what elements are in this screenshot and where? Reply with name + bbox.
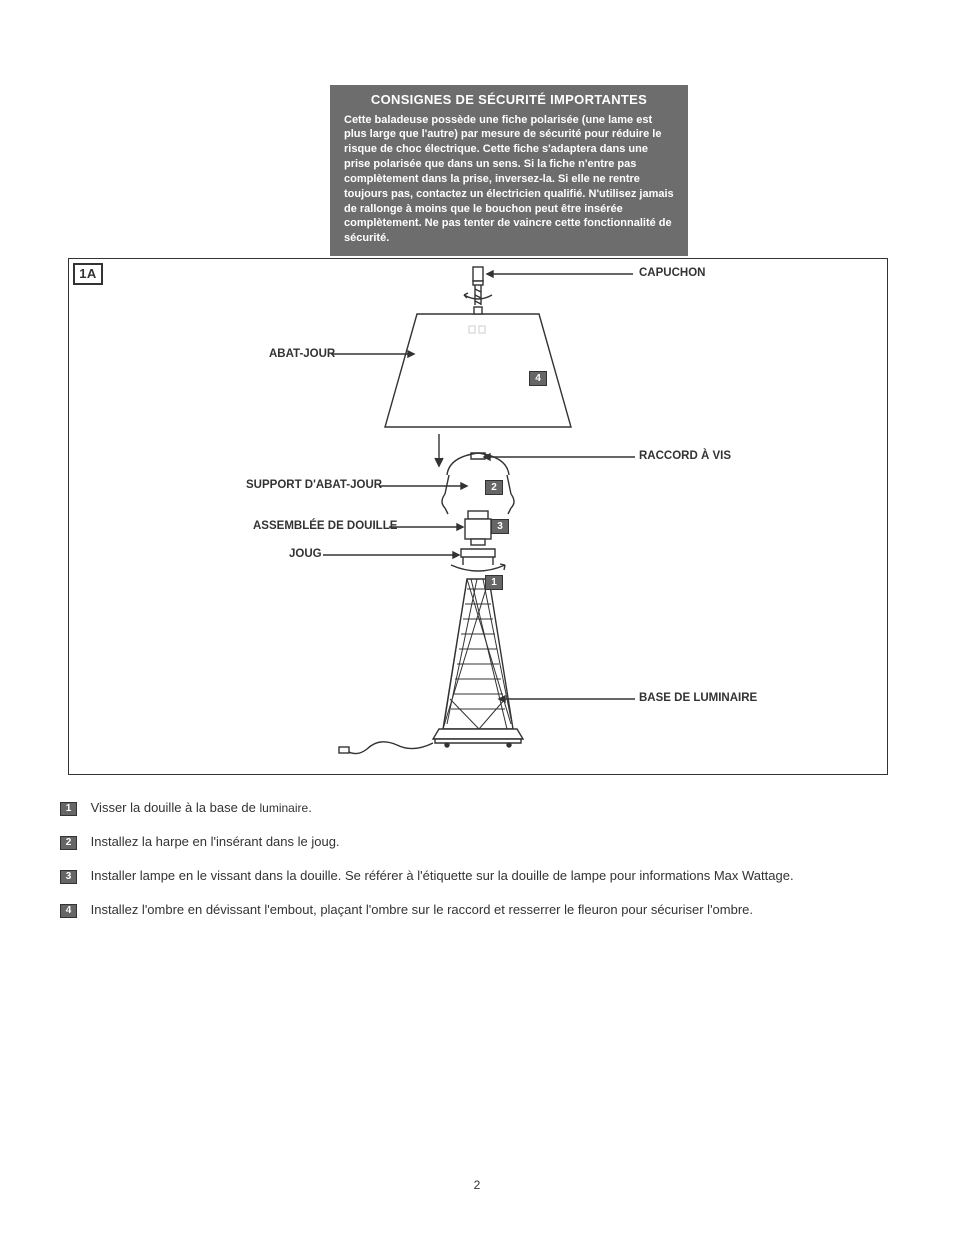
step-1: 1 Visser la douille à la base de luminai… (60, 800, 910, 816)
step-2-num: 2 (60, 836, 77, 850)
safety-body: Cette baladeuse possède une fiche polari… (344, 113, 674, 247)
step-1-num: 1 (60, 802, 77, 816)
diagram-callout-3: 3 (491, 519, 509, 534)
label-raccord-a-vis: RACCORD À VIS (639, 450, 731, 462)
instruction-steps: 1 Visser la douille à la base de luminai… (60, 800, 910, 936)
safety-title: CONSIGNES DE SÉCURITÉ IMPORTANTES (344, 91, 674, 109)
label-support-abat-jour: SUPPORT D'ABAT-JOUR (246, 479, 382, 491)
step-3-text: Installer lampe en le vissant dans la do… (91, 868, 794, 883)
step-4-num: 4 (60, 904, 77, 918)
step-3: 3 Installer lampe en le vissant dans la … (60, 868, 910, 884)
page-number: 2 (0, 1178, 954, 1192)
lamp-diagram-svg (69, 259, 887, 774)
instruction-page: CONSIGNES DE SÉCURITÉ IMPORTANTES Cette … (0, 0, 954, 1235)
label-base-luminaire: BASE DE LUMINAIRE (639, 692, 757, 704)
step-2-text: Installez la harpe en l'insérant dans le… (91, 834, 340, 849)
diagram-callout-4: 4 (529, 371, 547, 386)
step-1-text-b: luminaire (260, 801, 309, 815)
diagram-tag: 1A (73, 263, 103, 285)
step-1-text-a: Visser la douille à la base de (91, 800, 260, 815)
diagram-box: 1A (68, 258, 888, 775)
diagram-callout-1: 1 (485, 575, 503, 590)
step-3-num: 3 (60, 870, 77, 884)
safety-box: CONSIGNES DE SÉCURITÉ IMPORTANTES Cette … (330, 85, 688, 256)
diagram-callout-2: 2 (485, 480, 503, 495)
step-2: 2 Installez la harpe en l'insérant dans … (60, 834, 910, 850)
step-4-text: Installez l'ombre en dévissant l'embout,… (91, 902, 753, 917)
label-joug: JOUG (289, 548, 322, 560)
label-capuchon: CAPUCHON (639, 267, 705, 279)
label-assemblee-douille: ASSEMBLÉE DE DOUILLE (253, 520, 397, 532)
step-4: 4 Installez l'ombre en dévissant l'embou… (60, 902, 910, 918)
label-abat-jour: ABAT-JOUR (269, 348, 335, 360)
step-1-text-c: . (308, 800, 312, 815)
